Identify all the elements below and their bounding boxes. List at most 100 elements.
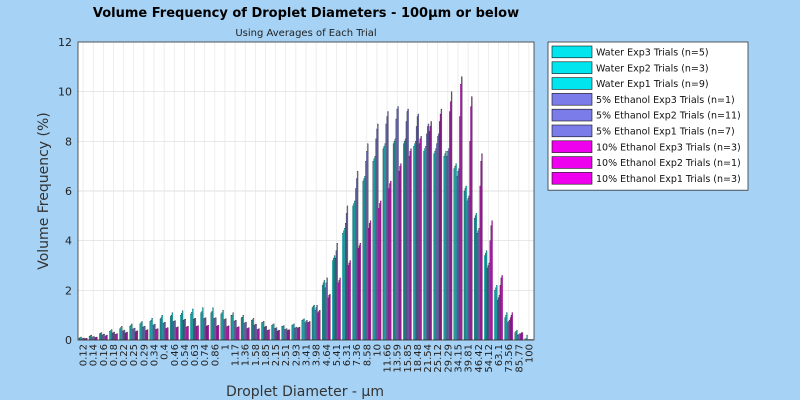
bar — [167, 327, 169, 341]
bar — [349, 260, 351, 341]
x-tick-label: 4.64 — [322, 344, 333, 366]
bar — [228, 325, 230, 341]
x-axis-label: Droplet Diameter - μm — [226, 384, 384, 400]
legend-swatch — [551, 61, 593, 74]
bar — [248, 327, 250, 341]
x-tick-label: 0.4 — [160, 344, 171, 360]
bar — [278, 329, 280, 341]
legend-entry: Water Exp1 Trials (n=9) — [596, 79, 709, 90]
series-7 — [85, 84, 533, 341]
y-tick-label: 12 — [58, 36, 72, 49]
bar — [329, 293, 331, 341]
x-tick-label: 0.63 — [190, 344, 201, 366]
x-tick-label: 0.74 — [200, 344, 211, 366]
legend-entry: 5% Ethanol Exp2 Trials (n=11) — [596, 111, 741, 122]
series-6 — [84, 111, 532, 341]
x-tick-label: 6.31 — [342, 344, 353, 366]
legend-entry: 5% Ethanol Exp1 Trials (n=7) — [596, 127, 735, 138]
x-tick-label: 39.81 — [464, 344, 475, 373]
x-tick-label: 0.25 — [129, 344, 140, 366]
x-tick-label: 15.85 — [403, 344, 414, 373]
chart-title: Volume Frequency of Droplet Diameters - … — [93, 6, 519, 21]
x-tick-label: 2.93 — [291, 344, 302, 366]
y-tick-label: 0 — [65, 334, 72, 347]
bar — [420, 136, 422, 341]
bar — [309, 321, 311, 341]
x-tick-label: 1 — [220, 344, 231, 350]
x-tick-label: 54.12 — [484, 344, 495, 373]
y-tick-label: 4 — [65, 235, 72, 248]
bar — [440, 108, 443, 341]
x-tick-label: 1.36 — [241, 344, 252, 366]
x-tick-label: 25.12 — [433, 344, 444, 373]
legend-entry: 10% Ethanol Exp2 Trials (n=1) — [596, 158, 741, 169]
bar — [481, 153, 483, 341]
plot-frame — [77, 41, 535, 341]
bar — [288, 329, 291, 341]
bar — [146, 329, 149, 341]
bar — [450, 91, 453, 341]
legend-entry: Water Exp3 Trials (n=5) — [596, 48, 709, 59]
x-tick-label: 34.15 — [454, 344, 465, 373]
legend-swatch — [551, 140, 593, 153]
x-tick-label: 7.36 — [352, 344, 363, 366]
bar — [177, 326, 179, 341]
chart-subtitle: Using Averages of Each Trial — [235, 28, 376, 39]
bar — [511, 312, 513, 341]
chart-legend: Water Exp3 Trials (n=5) Water Exp2 Trials… — [547, 41, 749, 191]
x-tick-label: 0.12 — [79, 344, 90, 366]
x-tick-label: 0.46 — [170, 344, 181, 366]
y-tick-label: 8 — [65, 135, 72, 148]
bar — [491, 220, 493, 341]
bar — [96, 336, 98, 341]
x-tick-label: 0.14 — [89, 344, 100, 366]
legend-entry: 10% Ethanol Exp3 Trials (n=3) — [596, 142, 741, 153]
x-tick-label: 10 — [372, 344, 383, 357]
x-tick-label: 8.58 — [362, 344, 373, 366]
legend-swatch — [551, 77, 593, 90]
bar — [217, 325, 220, 341]
legend-swatch — [551, 93, 593, 106]
x-tick-label: 1.17 — [231, 344, 242, 366]
bar — [390, 180, 392, 341]
bar — [126, 331, 128, 341]
bar — [521, 332, 524, 341]
x-tick-label: 0.54 — [180, 344, 191, 366]
bar — [400, 163, 402, 341]
bar — [106, 334, 108, 341]
x-tick-label: 11.66 — [383, 344, 394, 373]
bar — [319, 310, 321, 341]
legend-swatch — [551, 172, 593, 185]
x-tick-label: 1.58 — [251, 344, 262, 366]
x-tick-label: 63.1 — [494, 344, 505, 366]
x-tick-label: 46.42 — [474, 344, 485, 373]
bar — [339, 277, 341, 341]
bar — [461, 76, 463, 341]
bar — [471, 96, 473, 341]
y-axis-label: Volume Frequency (%) — [36, 112, 52, 270]
legend-swatch — [551, 156, 593, 169]
x-axis-ticks: 0.12 0.14 0.16 0.18 0.22 0.25 0.29 0.34 0.4 0.46 0… — [79, 344, 536, 373]
bar — [380, 200, 382, 341]
x-tick-label: 5.41 — [332, 344, 343, 366]
y-tick-label: 6 — [65, 185, 72, 198]
x-tick-label: 0.29 — [139, 344, 150, 366]
x-tick-label: 100 — [524, 344, 535, 363]
x-tick-label: 13.59 — [393, 344, 404, 373]
x-tick-label: 29.29 — [443, 344, 454, 373]
bar — [187, 325, 189, 341]
legend-entry: 5% Ethanol Exp3 Trials (n=1) — [596, 95, 735, 106]
y-tick-label: 10 — [58, 86, 72, 99]
bar — [136, 330, 139, 341]
bar — [207, 325, 209, 341]
bar — [268, 329, 270, 341]
x-tick-label: 21.54 — [423, 344, 434, 373]
bar — [298, 326, 301, 341]
legend-swatch — [551, 108, 593, 122]
x-tick-label: 73.56 — [504, 344, 515, 373]
bar — [369, 220, 372, 341]
bar — [116, 333, 118, 341]
bar — [197, 325, 199, 341]
